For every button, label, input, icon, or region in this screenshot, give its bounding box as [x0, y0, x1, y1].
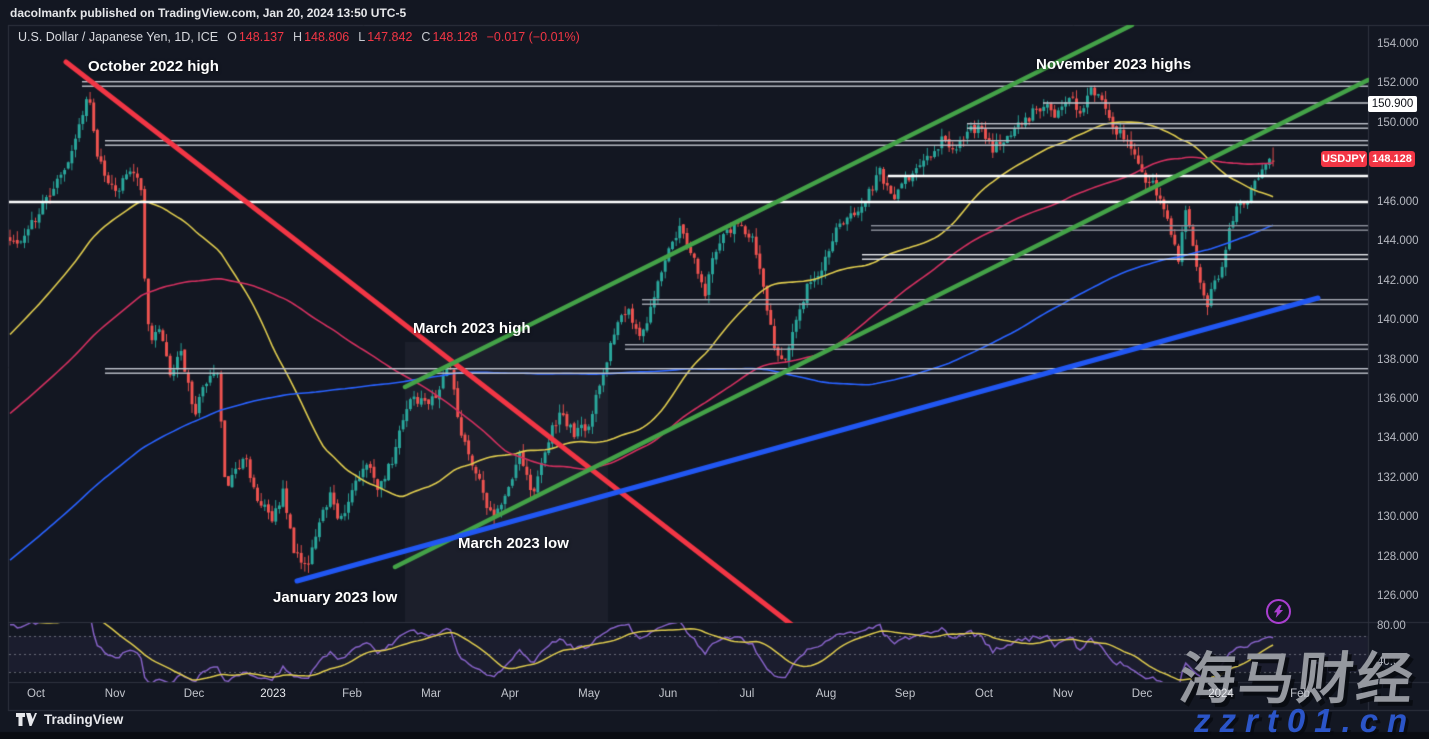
price-tick-label: 136.000 — [1377, 393, 1419, 405]
price-tick-label: 138.000 — [1377, 354, 1419, 366]
price-tick-label: 144.000 — [1377, 235, 1419, 247]
ohlc-key: O — [227, 30, 237, 44]
price-tick-label: 150.000 — [1377, 117, 1419, 129]
price-tick-label: 142.000 — [1377, 275, 1419, 287]
time-tick-label: Nov — [1052, 688, 1074, 700]
price-tick-label: 152.000 — [1377, 77, 1419, 89]
tradingview-logo-icon — [16, 713, 37, 726]
time-tick-label: Mar — [421, 688, 441, 700]
ohlc-key: C — [421, 30, 431, 44]
time-tick-label: Jun — [658, 688, 678, 700]
time-tick-label: Feb — [1290, 688, 1310, 700]
ohlc-value: 148.128 — [432, 30, 478, 44]
rsi-tick-label: 80.00 — [1377, 620, 1406, 632]
annotation-march-2023-low: March 2023 low — [458, 535, 569, 552]
symbol-title[interactable]: U.S. Dollar / Japanese Yen, 1D, ICE — [18, 30, 219, 44]
tradingview-logo-text: TradingView — [44, 712, 124, 727]
rsi-tick-label: 40.00 — [1377, 656, 1406, 668]
price-alert-label: 150.900 — [1368, 96, 1417, 112]
ohlc-value: 148.806 — [304, 30, 350, 44]
price-tick-label: 130.000 — [1377, 511, 1419, 523]
tradingview-footer-logo[interactable]: TradingView — [16, 712, 123, 727]
time-tick-label: Dec — [183, 688, 205, 700]
time-tick-label: 2024 — [1208, 688, 1234, 700]
ohlc-key: H — [293, 30, 303, 44]
boost-lightning-icon[interactable] — [1266, 599, 1291, 624]
time-tick-label: Jul — [739, 688, 755, 700]
time-tick-label: Aug — [815, 688, 837, 700]
price-tick-label: 132.000 — [1377, 472, 1419, 484]
time-tick-label: Nov — [104, 688, 126, 700]
time-tick-label: 2023 — [260, 688, 286, 700]
annotation-march-2023-high: March 2023 high — [413, 320, 531, 337]
last-price-value-badge: 148.128 — [1369, 151, 1415, 167]
annotation-november-2023-highs: November 2023 highs — [1036, 56, 1192, 73]
price-tick-label: 154.000 — [1377, 38, 1419, 50]
time-tick-label: Oct — [27, 688, 45, 700]
price-tick-label: 140.000 — [1377, 314, 1419, 326]
lightning-bolt-icon — [1273, 605, 1284, 618]
change-value: −0.017 (−0.01%) — [486, 30, 580, 44]
ohlc-value: 147.842 — [367, 30, 413, 44]
annotation-october-2022-high: October 2022 high — [88, 58, 219, 75]
price-tick-label: 126.000 — [1377, 590, 1419, 602]
ohlc-key: L — [358, 30, 366, 44]
attribution: dacolmanfx published on TradingView.com,… — [10, 6, 407, 20]
symbol-legend[interactable]: U.S. Dollar / Japanese Yen, 1D, ICE O 148… — [18, 30, 580, 44]
time-tick-label: Feb — [342, 688, 362, 700]
price-tick-label: 146.000 — [1377, 196, 1419, 208]
time-tick-label: Sep — [894, 688, 916, 700]
ohlc-values: O 148.137 H 148.806 L 147.842 C 148.128 — [218, 30, 478, 44]
ohlc-value: 148.137 — [238, 30, 285, 44]
price-tick-label: 134.000 — [1377, 432, 1419, 444]
annotation-january-2023-low: January 2023 low — [273, 589, 398, 606]
time-tick-label: Dec — [1131, 688, 1153, 700]
time-tick-label: Oct — [975, 688, 993, 700]
time-tick-label: May — [578, 688, 600, 700]
time-tick-label: Apr — [501, 688, 519, 700]
last-price-symbol-badge: USDJPY — [1321, 151, 1367, 167]
price-tick-label: 128.000 — [1377, 551, 1419, 563]
